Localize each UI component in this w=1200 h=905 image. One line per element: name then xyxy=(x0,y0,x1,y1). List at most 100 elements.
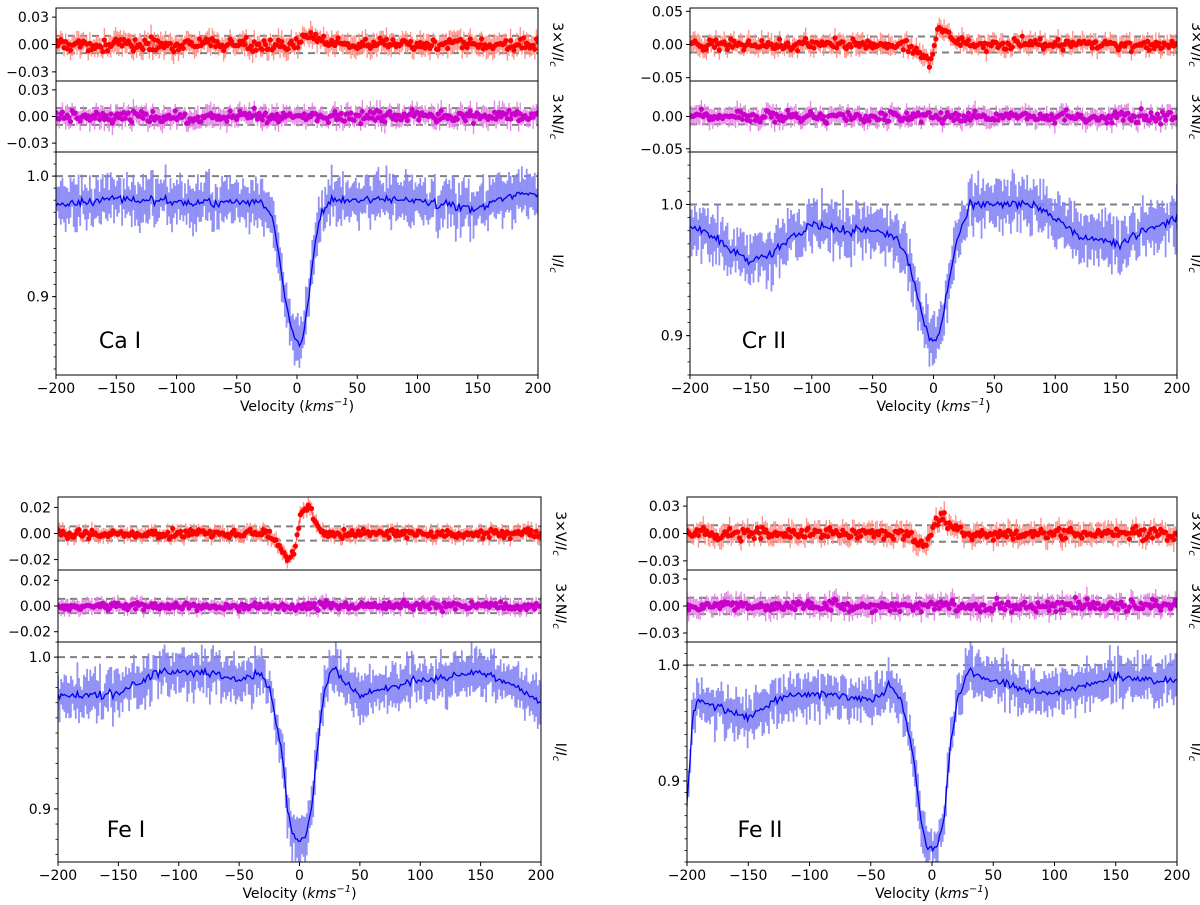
data-point xyxy=(180,45,186,52)
data-point xyxy=(1132,113,1138,120)
data-point xyxy=(66,607,72,613)
x-tick-label: 50 xyxy=(348,381,366,397)
data-point xyxy=(1154,111,1161,117)
data-point xyxy=(198,118,204,125)
data-point xyxy=(964,114,970,120)
data-point xyxy=(741,47,747,53)
element-label: Ca I xyxy=(99,329,141,354)
data-point xyxy=(783,115,789,121)
data-point xyxy=(464,45,470,51)
x-tick-label: 50 xyxy=(985,381,1003,397)
data-point xyxy=(532,46,538,52)
data-point xyxy=(325,120,332,126)
data-point xyxy=(520,35,527,41)
data-point xyxy=(67,47,74,53)
x-tick-label: −50 xyxy=(858,381,888,397)
data-point xyxy=(538,603,541,609)
data-point xyxy=(1019,33,1025,39)
data-point xyxy=(86,536,92,542)
series-v xyxy=(58,497,541,569)
data-point xyxy=(988,43,994,49)
data-point xyxy=(498,599,504,605)
data-point xyxy=(256,110,262,116)
data-point xyxy=(993,39,999,46)
data-point xyxy=(330,112,336,119)
data-point xyxy=(386,535,392,541)
x-tick-label: −50 xyxy=(222,381,252,397)
data-point xyxy=(776,36,783,42)
y-tick-label: 1.0 xyxy=(27,169,49,185)
data-point xyxy=(713,37,719,43)
panel-v: 0.02 0.00 −0.02 3×V/Ic xyxy=(8,496,568,571)
series-n xyxy=(58,592,541,619)
data-point xyxy=(918,119,924,125)
data-point xyxy=(236,608,242,614)
data-point xyxy=(980,44,986,51)
data-point xyxy=(152,600,158,607)
panel-n: 0.02 0.00 −0.02 3×N/Ic xyxy=(8,569,568,643)
y-tick-label: 0.02 xyxy=(20,500,51,516)
data-point xyxy=(383,36,390,42)
data-point xyxy=(92,115,98,121)
y-axis-label: 3×N/Ic xyxy=(550,583,568,629)
data-point xyxy=(140,115,146,121)
y-tick-label: 0.00 xyxy=(20,527,51,543)
data-point xyxy=(359,108,365,114)
chart-cr-ii: 0.05 0.00 −0.05 3×V/Ic 0.00 −0.05 3×N/Ic 1.0 0.9… xyxy=(640,4,1200,415)
data-point xyxy=(429,43,435,49)
data-point xyxy=(905,48,911,55)
data-point xyxy=(141,607,147,613)
panel-i: 1.0 0.9 I/Ic xyxy=(27,151,565,376)
data-point xyxy=(375,114,382,121)
data-point xyxy=(833,45,840,51)
data-point xyxy=(1128,117,1134,123)
data-point xyxy=(794,48,801,54)
y-axis-label: 3×N/Ic xyxy=(1186,94,1200,140)
data-point xyxy=(59,109,66,115)
data-point xyxy=(724,46,731,53)
series-i xyxy=(690,169,1177,367)
data-point xyxy=(848,44,854,50)
data-point xyxy=(301,111,307,117)
data-point xyxy=(108,111,114,117)
data-point xyxy=(1156,40,1162,46)
data-point xyxy=(132,606,139,612)
data-point xyxy=(195,114,201,120)
data-point xyxy=(100,49,106,55)
data-point xyxy=(1143,113,1149,119)
data-point xyxy=(248,43,254,49)
data-point xyxy=(355,528,362,534)
panel-v: 0.030.00−0.033×V/Ic xyxy=(637,496,1200,571)
data-point xyxy=(452,606,458,612)
x-tick-label: 0 xyxy=(293,381,302,397)
chart-fe-i: 0.02 0.00 −0.02 3×V/Ic 0.02 0.00 −0.02 3×N/Ic 1.… xyxy=(8,496,568,902)
data-point xyxy=(172,108,178,114)
data-point xyxy=(439,528,446,534)
data-point xyxy=(397,605,404,611)
data-point xyxy=(1006,115,1012,121)
x-tick-label: −100 xyxy=(160,868,198,884)
intensity-line xyxy=(690,198,1177,342)
data-point xyxy=(1044,113,1050,119)
x-tick-label: 200 xyxy=(525,381,552,397)
x-tick-label: 0 xyxy=(929,381,938,397)
data-point xyxy=(111,116,117,123)
data-point xyxy=(259,117,265,123)
data-point xyxy=(1146,118,1152,124)
data-point xyxy=(319,38,325,44)
data-point xyxy=(866,118,872,124)
data-point xyxy=(170,525,176,532)
y-tick-label: 0.9 xyxy=(661,329,683,345)
data-point xyxy=(416,117,422,123)
data-point xyxy=(503,38,509,44)
data-point xyxy=(178,528,184,534)
data-point xyxy=(1037,36,1043,42)
data-point xyxy=(917,49,923,55)
data-point xyxy=(1125,110,1131,116)
data-point xyxy=(279,39,285,45)
data-point xyxy=(1048,112,1055,118)
data-point xyxy=(1040,46,1047,52)
panel-i: 1.0 0.9 I/Ic xyxy=(29,641,568,863)
y-tick-label: 0.02 xyxy=(20,573,51,589)
